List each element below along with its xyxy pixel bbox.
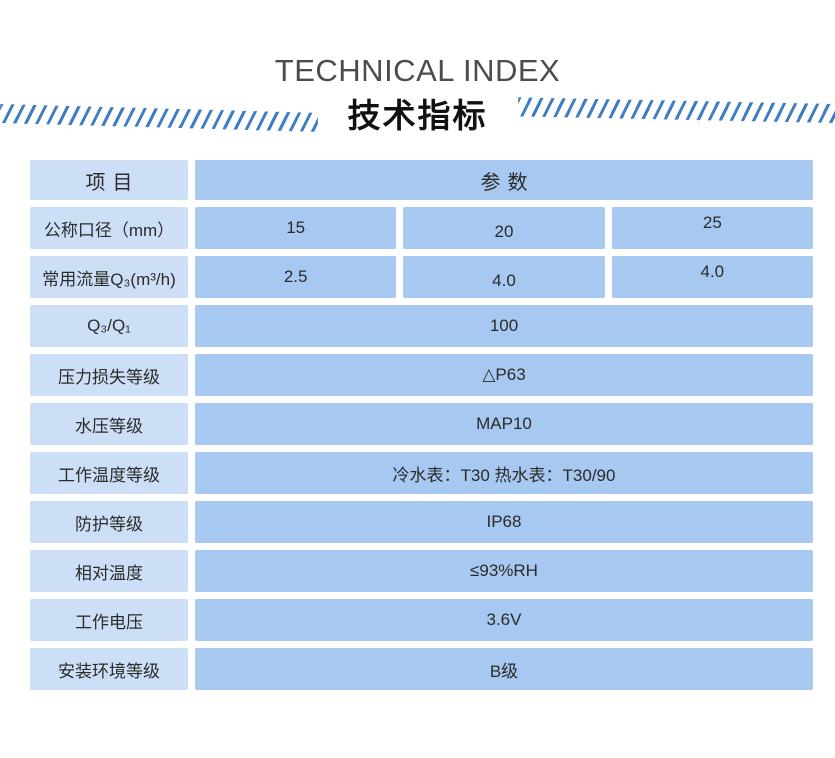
row-value: 3.6V — [195, 599, 813, 641]
row-label: 工作电压 — [30, 599, 188, 641]
row-label: 压力损失等级 — [30, 354, 188, 396]
row-label: 相对温度 — [30, 550, 188, 592]
row-value-q3-dn15: 2.5 — [195, 256, 397, 298]
row-value: 冷水表：T30 热水表：T30/90 — [195, 452, 813, 494]
spec-table: 项目 参数 公称口径（mm） 15 20 25 常用流量Q₃(m³/h) 2.5… — [30, 160, 813, 690]
row-label: 公称口径（mm） — [30, 207, 188, 249]
table-row-installation-environment-class: 安装环境等级 B级 — [30, 648, 813, 690]
row-value: △P63 — [195, 354, 813, 396]
row-value-dn20: 20 — [403, 207, 605, 249]
row-value-q3-dn25: 4.0 — [611, 256, 813, 298]
table-row-nominal-diameter: 公称口径（mm） 15 20 25 — [30, 207, 813, 249]
row-value: 100 — [195, 305, 813, 347]
row-value-q3-dn20: 4.0 — [403, 256, 605, 298]
table-row-working-voltage: 工作电压 3.6V — [30, 599, 813, 641]
row-label: Q₃/Q₁ — [30, 305, 188, 347]
row-value: IP68 — [195, 501, 813, 543]
table-row-common-flow: 常用流量Q₃(m³/h) 2.5 4.0 4.0 — [30, 256, 813, 298]
table-row-relative-humidity: 相对温度 ≤93%RH — [30, 550, 813, 592]
table-row-protection-class: 防护等级 IP68 — [30, 501, 813, 543]
row-value: MAP10 — [195, 403, 813, 445]
page-title-en: TECHNICAL INDEX — [274, 53, 561, 88]
subtitle-row: 技术指标 — [0, 92, 835, 134]
row-label: 安装环境等级 — [30, 648, 188, 690]
page-title-zh: 技术指标 — [347, 97, 488, 134]
row-label: 水压等级 — [30, 403, 188, 445]
table-row-pressure-loss-class: 压力损失等级 △P63 — [30, 354, 813, 396]
table-header-row: 项目 参数 — [30, 160, 813, 200]
hatch-left-decoration — [0, 103, 318, 132]
table-row-working-temperature-class: 工作温度等级 冷水表：T30 热水表：T30/90 — [30, 452, 813, 494]
column-header-item: 项目 — [30, 160, 188, 200]
table-row-water-pressure-class: 水压等级 MAP10 — [30, 403, 813, 445]
row-value: ≤93%RH — [195, 550, 813, 592]
row-label: 常用流量Q₃(m³/h) — [30, 256, 188, 298]
row-value: B级 — [195, 648, 813, 690]
table-row-q3-q1-ratio: Q₃/Q₁ 100 — [30, 305, 813, 347]
row-value-dn25: 25 — [611, 207, 813, 249]
column-header-param: 参数 — [195, 160, 813, 200]
row-label: 工作温度等级 — [30, 452, 188, 494]
row-value-dn15: 15 — [195, 207, 397, 249]
hatch-right-decoration — [517, 96, 835, 123]
row-label: 防护等级 — [30, 501, 188, 543]
